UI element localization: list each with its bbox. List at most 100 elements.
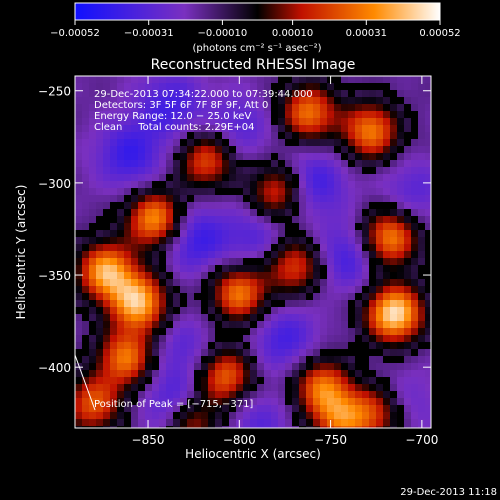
heatmap-cell: [299, 258, 306, 265]
heatmap-cell: [201, 265, 208, 272]
heatmap-cell: [320, 321, 327, 328]
heatmap-cell: [166, 279, 173, 286]
heatmap-cell: [369, 363, 376, 370]
heatmap-cell: [264, 202, 271, 209]
heatmap-cell: [285, 293, 292, 300]
heatmap-cell: [138, 153, 145, 160]
heatmap-cell: [96, 349, 103, 356]
heatmap-cell: [159, 160, 166, 167]
heatmap-cell: [152, 426, 159, 428]
heatmap-cell: [299, 237, 306, 244]
heatmap-cell: [103, 384, 110, 391]
heatmap-cell: [299, 426, 306, 428]
heatmap-cell: [229, 412, 236, 419]
heatmap-cell: [397, 419, 404, 426]
heatmap-cell: [397, 391, 404, 398]
heatmap-cell: [348, 104, 355, 111]
heatmap-cell: [75, 153, 82, 160]
heatmap-cell: [376, 104, 383, 111]
heatmap-cell: [334, 174, 341, 181]
heatmap-cell: [173, 118, 180, 125]
heatmap-cell: [187, 286, 194, 293]
heatmap-cell: [110, 377, 117, 384]
heatmap-cell: [138, 146, 145, 153]
heatmap-cell: [89, 370, 96, 377]
heatmap-cell: [180, 202, 187, 209]
heatmap-cell: [376, 272, 383, 279]
heatmap-cell: [341, 405, 348, 412]
heatmap-cell: [89, 335, 96, 342]
heatmap-cell: [110, 426, 117, 428]
heatmap-cell: [348, 342, 355, 349]
heatmap-cell: [103, 244, 110, 251]
heatmap-cell: [376, 307, 383, 314]
heatmap-cell: [152, 370, 159, 377]
heatmap-cell: [390, 356, 397, 363]
heatmap-cell: [425, 146, 431, 153]
heatmap-cell: [362, 363, 369, 370]
heatmap-cell: [313, 118, 320, 125]
heatmap-cell: [264, 237, 271, 244]
heatmap-cell: [96, 125, 103, 132]
heatmap-cell: [369, 356, 376, 363]
heatmap-cell: [369, 328, 376, 335]
heatmap-cell: [397, 90, 404, 97]
heatmap-cell: [215, 97, 222, 104]
heatmap-cell: [306, 286, 313, 293]
heatmap-cell: [250, 132, 257, 139]
heatmap-cell: [404, 118, 411, 125]
heatmap-cell: [285, 356, 292, 363]
heatmap-cell: [215, 265, 222, 272]
heatmap-cell: [117, 132, 124, 139]
heatmap-cell: [418, 244, 425, 251]
heatmap-cell: [362, 300, 369, 307]
heatmap-cell: [124, 391, 131, 398]
heatmap-cell: [327, 370, 334, 377]
heatmap-cell: [110, 363, 117, 370]
heatmap-cell: [138, 426, 145, 428]
heatmap-cell: [271, 139, 278, 146]
heatmap-cell: [187, 251, 194, 258]
heatmap-cell: [404, 328, 411, 335]
heatmap-cell: [131, 300, 138, 307]
heatmap-cell: [124, 307, 131, 314]
heatmap-cell: [264, 426, 271, 428]
heatmap-cell: [327, 251, 334, 258]
heatmap-cell: [404, 90, 411, 97]
heatmap-cell: [110, 153, 117, 160]
heatmap-cell: [355, 370, 362, 377]
heatmap-cell: [159, 153, 166, 160]
heatmap-cell: [138, 83, 145, 90]
heatmap-cell: [411, 307, 418, 314]
heatmap-cell: [341, 286, 348, 293]
heatmap-cell: [418, 216, 425, 223]
heatmap-cell: [292, 419, 299, 426]
heatmap-cell: [187, 188, 194, 195]
heatmap-cell: [397, 118, 404, 125]
heatmap-cell: [299, 314, 306, 321]
heatmap-cell: [236, 202, 243, 209]
heatmap-cell: [222, 195, 229, 202]
heatmap-cell: [271, 426, 278, 428]
heatmap-cell: [306, 328, 313, 335]
heatmap-cell: [215, 202, 222, 209]
heatmap-cell: [124, 146, 131, 153]
heatmap-cell: [355, 97, 362, 104]
heatmap-cell: [376, 363, 383, 370]
heatmap-cell: [320, 426, 327, 428]
heatmap-cell: [180, 209, 187, 216]
heatmap-cell: [96, 118, 103, 125]
heatmap-cell: [124, 398, 131, 405]
heatmap-cell: [250, 146, 257, 153]
heatmap-cell: [404, 223, 411, 230]
heatmap-cell: [362, 335, 369, 342]
heatmap-cell: [411, 188, 418, 195]
heatmap-cell: [376, 349, 383, 356]
heatmap-cell: [362, 272, 369, 279]
heatmap-cell: [383, 384, 390, 391]
heatmap-cell: [341, 181, 348, 188]
heatmap-cell: [397, 426, 404, 428]
heatmap-cell: [243, 342, 250, 349]
heatmap-cell: [96, 405, 103, 412]
heatmap-cell: [103, 349, 110, 356]
